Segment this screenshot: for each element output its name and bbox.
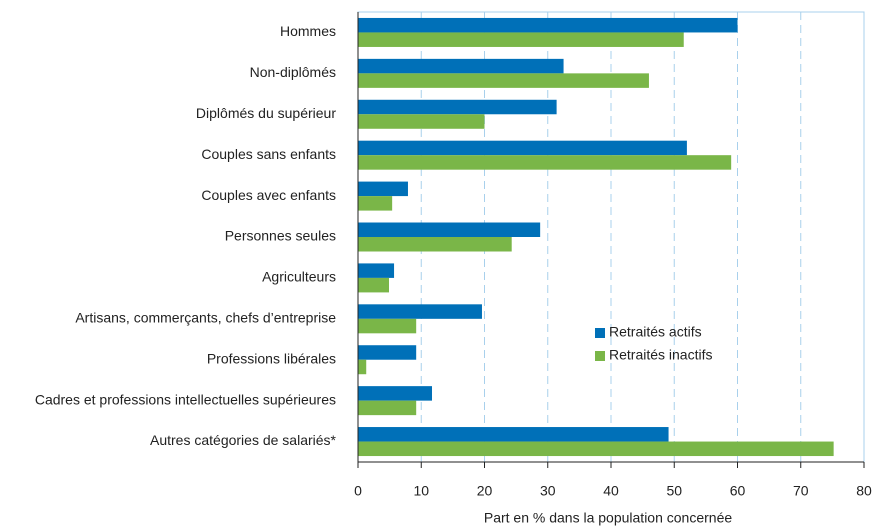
bar	[358, 73, 649, 88]
x-tick-label: 80	[856, 483, 872, 499]
bar	[358, 304, 482, 319]
bar	[358, 32, 684, 47]
x-tick-label: 20	[477, 483, 493, 499]
bar	[358, 222, 541, 237]
y-tick-label: Personnes seules	[225, 228, 336, 244]
bar	[358, 441, 834, 457]
bar	[358, 58, 564, 74]
bar	[358, 345, 417, 360]
bar	[358, 427, 669, 442]
bar	[358, 400, 417, 416]
y-tick-label: Diplômés du supérieur	[196, 105, 336, 121]
bar	[358, 277, 389, 293]
y-tick-label: Agriculteurs	[262, 269, 336, 285]
bar	[358, 17, 738, 33]
bar	[358, 263, 395, 278]
legend-swatch	[595, 351, 605, 361]
bar	[358, 196, 393, 211]
legend-label: Retraités inactifs	[609, 347, 712, 363]
x-tick-label: 30	[540, 483, 556, 499]
y-tick-label: Artisans, commerçants, chefs d’entrepris…	[75, 310, 336, 326]
bar	[358, 155, 732, 170]
bar	[358, 359, 367, 375]
bar	[358, 386, 433, 401]
y-tick-label: Autres catégories de salariés*	[150, 432, 337, 448]
legend-label: Retraités actifs	[609, 324, 702, 340]
bar	[358, 318, 417, 334]
bar	[358, 140, 687, 156]
x-tick-label: 0	[354, 483, 362, 499]
y-tick-label: Hommes	[280, 23, 336, 39]
y-tick-label: Couples avec enfants	[201, 187, 336, 203]
bar	[358, 114, 485, 129]
y-tick-label: Couples sans enfants	[201, 146, 336, 162]
x-tick-label: 70	[793, 483, 809, 499]
legend-swatch	[595, 328, 605, 338]
x-tick-label: 10	[413, 483, 429, 499]
bar	[358, 99, 557, 115]
y-tick-label: Cadres et professions intellectuelles su…	[35, 391, 336, 407]
x-tick-label: 40	[603, 483, 619, 499]
y-tick-label: Non-diplômés	[250, 64, 336, 80]
y-tick-label: Professions libérales	[207, 350, 336, 366]
x-tick-label: 60	[730, 483, 746, 499]
bar	[358, 181, 408, 197]
x-tick-label: 50	[666, 483, 682, 499]
x-axis-label: Part en % dans la population concernée	[484, 510, 732, 526]
bar	[358, 237, 512, 252]
